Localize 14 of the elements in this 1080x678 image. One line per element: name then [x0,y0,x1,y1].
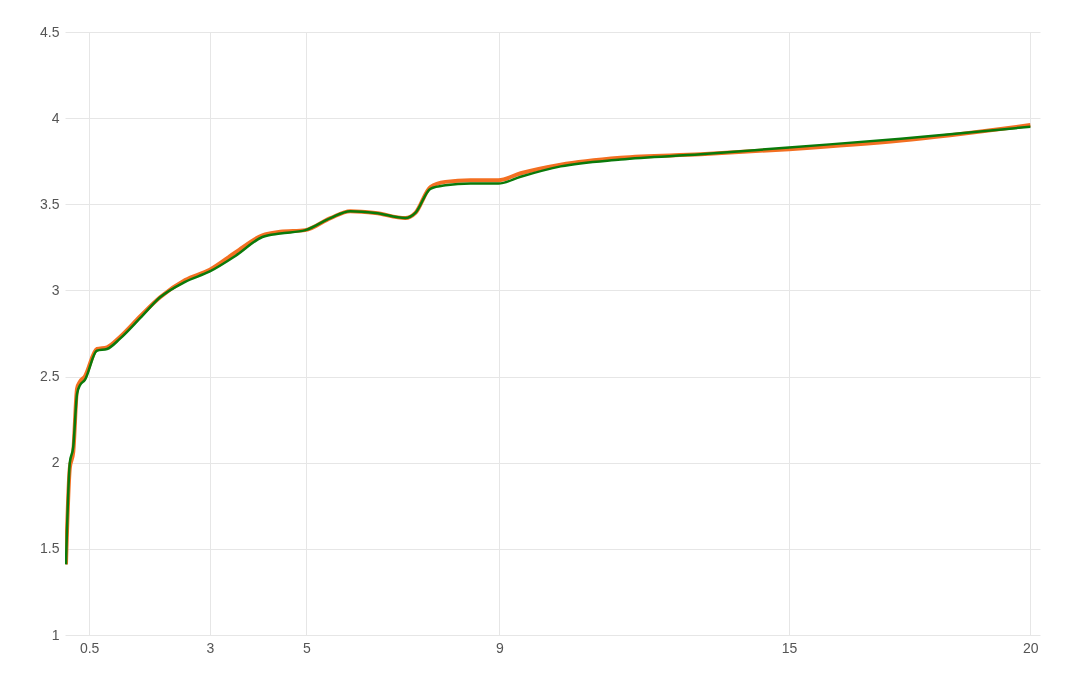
y-tick-label: 1.5 [40,540,60,557]
y-tick-label: 1 [51,626,60,643]
x-tick-label: 9 [496,639,505,656]
x-tick-label: 0.5 [79,639,100,656]
y-tick-label: 2.5 [40,368,60,385]
x-tick-label: 15 [781,639,798,656]
x-tick-label: 5 [302,639,311,656]
x-tick-label: 3 [206,639,215,656]
x-tick-label: 20 [1023,639,1039,656]
y-tick-label: 4 [51,109,60,126]
y-tick-label: 3 [51,281,60,298]
y-tick-label: 3.5 [40,195,60,212]
y-tick-label: 2 [51,454,60,471]
y-tick-label: 4.5 [40,23,60,40]
